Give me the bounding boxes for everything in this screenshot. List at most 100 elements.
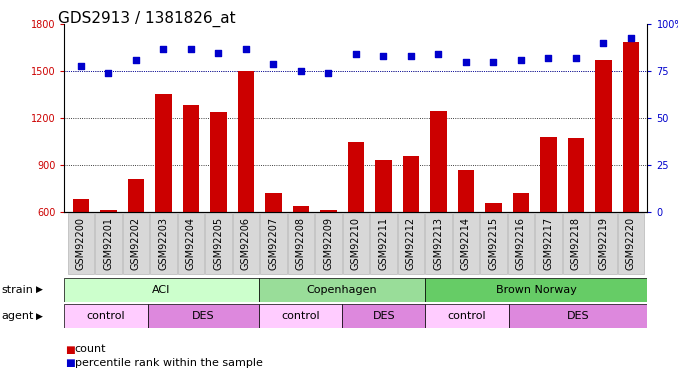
Text: count: count: [75, 345, 106, 354]
Point: [213, 50, 224, 55]
FancyBboxPatch shape: [591, 213, 617, 274]
Text: GSM92208: GSM92208: [296, 217, 306, 270]
FancyBboxPatch shape: [398, 213, 424, 274]
Point: [378, 53, 389, 59]
Text: GSM92203: GSM92203: [159, 217, 168, 270]
Text: GSM92201: GSM92201: [104, 217, 113, 270]
FancyBboxPatch shape: [205, 213, 232, 274]
Text: GSM92216: GSM92216: [516, 217, 526, 270]
Bar: [567, 138, 584, 212]
Text: DES: DES: [567, 311, 589, 321]
Text: ACI: ACI: [153, 285, 171, 295]
Point: [460, 59, 471, 65]
Bar: [238, 71, 254, 212]
Point: [103, 70, 114, 76]
FancyBboxPatch shape: [342, 304, 425, 328]
Bar: [155, 94, 172, 212]
FancyBboxPatch shape: [64, 304, 148, 328]
Bar: [595, 60, 612, 212]
FancyBboxPatch shape: [563, 213, 589, 274]
FancyBboxPatch shape: [68, 213, 94, 274]
Text: GSM92209: GSM92209: [323, 217, 334, 270]
Text: ■: ■: [65, 358, 75, 368]
Text: GSM92206: GSM92206: [241, 217, 251, 270]
Bar: [182, 105, 199, 212]
Point: [158, 46, 169, 52]
FancyBboxPatch shape: [151, 213, 177, 274]
Bar: [127, 179, 144, 212]
Bar: [485, 202, 502, 212]
FancyBboxPatch shape: [260, 213, 287, 274]
Bar: [431, 111, 447, 212]
Text: GSM92210: GSM92210: [351, 217, 361, 270]
Text: ▶: ▶: [36, 285, 43, 294]
Point: [598, 40, 609, 46]
Text: GSM92213: GSM92213: [433, 217, 443, 270]
Point: [433, 51, 444, 57]
Bar: [210, 112, 226, 212]
Text: strain: strain: [1, 285, 33, 295]
Text: GSM92204: GSM92204: [186, 217, 196, 270]
FancyBboxPatch shape: [618, 213, 644, 274]
Text: ■: ■: [65, 345, 75, 354]
Text: GSM92219: GSM92219: [599, 217, 608, 270]
FancyBboxPatch shape: [425, 213, 452, 274]
FancyBboxPatch shape: [233, 213, 259, 274]
Text: GSM92205: GSM92205: [214, 217, 224, 270]
Text: GSM92200: GSM92200: [76, 217, 86, 270]
Text: agent: agent: [1, 311, 34, 321]
Text: DES: DES: [192, 311, 214, 321]
Text: GDS2913 / 1381826_at: GDS2913 / 1381826_at: [58, 11, 235, 27]
Point: [268, 61, 279, 67]
FancyBboxPatch shape: [343, 213, 369, 274]
Text: GSM92215: GSM92215: [488, 217, 498, 270]
Text: GSM92202: GSM92202: [131, 217, 141, 270]
FancyBboxPatch shape: [453, 213, 479, 274]
Bar: [622, 42, 639, 212]
Point: [488, 59, 499, 65]
FancyBboxPatch shape: [178, 213, 204, 274]
Bar: [320, 210, 337, 212]
FancyBboxPatch shape: [148, 304, 259, 328]
Bar: [100, 210, 117, 212]
Bar: [403, 156, 419, 212]
FancyBboxPatch shape: [64, 278, 259, 302]
Bar: [375, 160, 392, 212]
FancyBboxPatch shape: [95, 213, 121, 274]
Point: [241, 46, 252, 52]
Point: [543, 55, 554, 61]
FancyBboxPatch shape: [259, 278, 425, 302]
FancyBboxPatch shape: [287, 213, 314, 274]
Point: [405, 53, 416, 59]
Bar: [458, 170, 474, 212]
Text: percentile rank within the sample: percentile rank within the sample: [75, 358, 262, 368]
Text: ▶: ▶: [36, 311, 43, 320]
Bar: [348, 142, 364, 212]
Text: GSM92217: GSM92217: [544, 217, 553, 270]
Text: control: control: [281, 311, 320, 321]
Point: [323, 70, 334, 76]
Point: [571, 55, 582, 61]
Point: [351, 51, 361, 57]
FancyBboxPatch shape: [425, 278, 647, 302]
FancyBboxPatch shape: [315, 213, 342, 274]
FancyBboxPatch shape: [480, 213, 506, 274]
Text: Copenhagen: Copenhagen: [306, 285, 378, 295]
Text: GSM92212: GSM92212: [406, 217, 416, 270]
Text: GSM92220: GSM92220: [626, 217, 636, 270]
Point: [626, 34, 637, 40]
Point: [130, 57, 141, 63]
FancyBboxPatch shape: [535, 213, 561, 274]
Text: control: control: [87, 311, 125, 321]
FancyBboxPatch shape: [123, 213, 149, 274]
FancyBboxPatch shape: [259, 304, 342, 328]
Bar: [540, 137, 557, 212]
Point: [515, 57, 526, 63]
Bar: [73, 200, 89, 212]
Bar: [265, 193, 281, 212]
Text: GSM92211: GSM92211: [378, 217, 388, 270]
FancyBboxPatch shape: [370, 213, 397, 274]
Bar: [293, 206, 309, 212]
Text: DES: DES: [372, 311, 395, 321]
Point: [75, 63, 86, 69]
